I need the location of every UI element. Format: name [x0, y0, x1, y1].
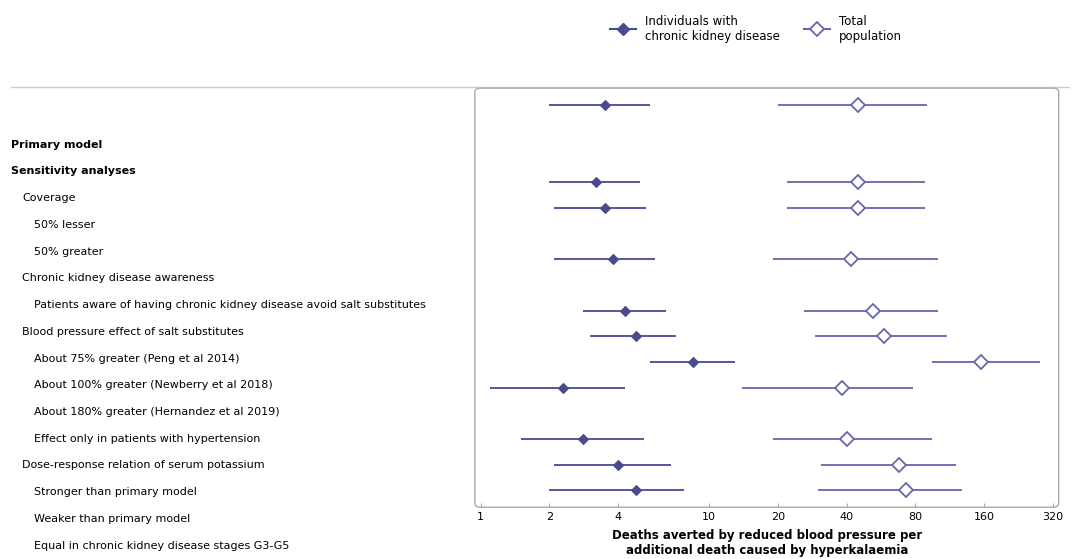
- Text: Effect only in patients with hypertension: Effect only in patients with hypertensio…: [35, 434, 260, 444]
- Text: Patients aware of having chronic kidney disease avoid salt substitutes: Patients aware of having chronic kidney …: [35, 300, 426, 310]
- Text: Weaker than primary model: Weaker than primary model: [35, 514, 190, 524]
- Text: Chronic kidney disease awareness: Chronic kidney disease awareness: [23, 273, 215, 283]
- X-axis label: Deaths averted by reduced blood pressure per
additional death caused by hyperkal: Deaths averted by reduced blood pressure…: [611, 529, 922, 557]
- Text: About 100% greater (Newberry et al 2018): About 100% greater (Newberry et al 2018): [35, 380, 273, 390]
- Text: Stronger than primary model: Stronger than primary model: [35, 487, 197, 497]
- Text: Coverage: Coverage: [23, 193, 76, 203]
- Text: Equal in chronic kidney disease stages G3-G5: Equal in chronic kidney disease stages G…: [35, 541, 289, 551]
- Text: Blood pressure effect of salt substitutes: Blood pressure effect of salt substitute…: [23, 327, 244, 337]
- Text: Primary model: Primary model: [11, 140, 102, 150]
- Text: Sensitivity analyses: Sensitivity analyses: [11, 167, 136, 177]
- Text: 50% lesser: 50% lesser: [35, 220, 95, 230]
- Text: 50% greater: 50% greater: [35, 247, 104, 257]
- Text: About 75% greater (Peng et al 2014): About 75% greater (Peng et al 2014): [35, 353, 240, 363]
- Legend: Individuals with
chronic kidney disease, Total
population: Individuals with chronic kidney disease,…: [604, 9, 908, 49]
- Text: Dose-response relation of serum potassium: Dose-response relation of serum potassiu…: [23, 461, 265, 471]
- Text: About 180% greater (Hernandez et al 2019): About 180% greater (Hernandez et al 2019…: [35, 407, 280, 417]
